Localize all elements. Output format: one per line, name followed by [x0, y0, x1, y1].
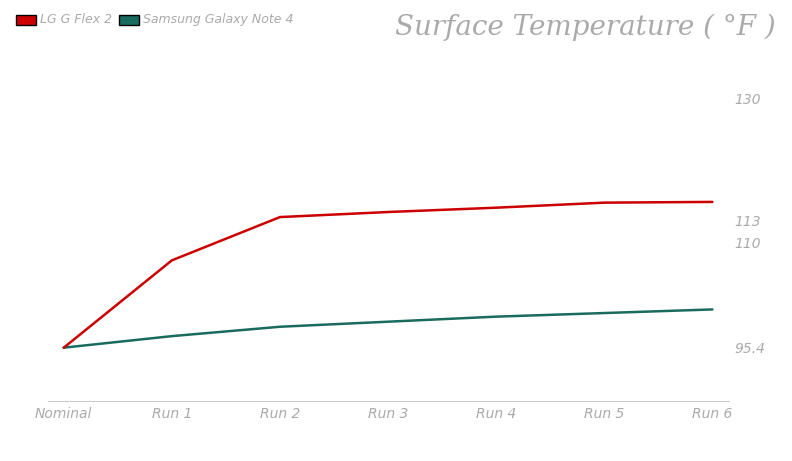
Text: Samsung Galaxy Note 4: Samsung Galaxy Note 4	[143, 13, 293, 26]
Text: Surface Temperature ( °F ): Surface Temperature ( °F )	[395, 14, 776, 41]
Text: LG G Flex 2: LG G Flex 2	[40, 13, 112, 26]
